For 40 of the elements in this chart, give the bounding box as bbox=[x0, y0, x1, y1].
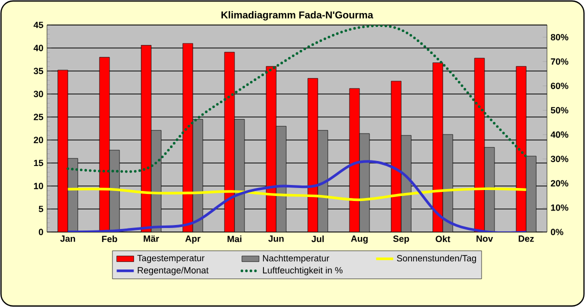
line-series bbox=[66, 160, 528, 232]
x-tick-label: Mai bbox=[228, 236, 242, 242]
x-tick-label: Okt bbox=[436, 236, 450, 242]
y2-tick-label: 70% bbox=[550, 58, 568, 65]
y-tick-label: 20 bbox=[34, 136, 44, 144]
y-tick-label: 45 bbox=[34, 22, 44, 28]
y2-tick-label: 40% bbox=[550, 131, 568, 138]
legend-label: Tagestemperatur bbox=[137, 254, 204, 264]
legend-label: Sonnenstunden/Tag bbox=[396, 254, 476, 264]
y2-tick-label: 60% bbox=[550, 82, 568, 90]
legend-label: Nachttemperatur bbox=[263, 254, 330, 264]
line-series bbox=[66, 187, 528, 202]
x-tick-label: Apr bbox=[185, 236, 200, 244]
y2-tick-label: 10% bbox=[551, 204, 568, 211]
y2-tick-label: 0% bbox=[550, 228, 564, 236]
y-tick-label: 5 bbox=[38, 206, 44, 212]
y-tick-label: 25 bbox=[34, 114, 44, 120]
x-tick-label: Aug bbox=[350, 236, 368, 244]
x-tick-label: Mär bbox=[144, 236, 160, 242]
x-tick-label: Feb bbox=[102, 236, 118, 242]
x-tick-label: Jan bbox=[60, 236, 76, 242]
y-tick-label: 40 bbox=[34, 44, 44, 52]
x-tick-label: Nov bbox=[476, 236, 493, 242]
legend-label: Regentage/Monat bbox=[138, 266, 209, 276]
y2-tick-label: 20% bbox=[550, 180, 568, 186]
x-tick-label: Jun bbox=[268, 236, 284, 242]
y-tick-label: 0 bbox=[38, 228, 44, 236]
y2-tick-label: 80% bbox=[550, 34, 568, 40]
y2-tick-label: 50% bbox=[550, 107, 568, 114]
legend-label: Luftfeuchtigkeit in % bbox=[263, 266, 343, 276]
y-tick-label: 10 bbox=[34, 182, 44, 190]
x-tick-label: Dez bbox=[518, 236, 534, 242]
y-tick-label: 15 bbox=[34, 160, 44, 166]
x-tick-label: Jul bbox=[311, 236, 324, 242]
x-tick-label: Sep bbox=[393, 236, 410, 244]
line-series bbox=[66, 25, 528, 173]
y-tick-label: 30 bbox=[34, 90, 44, 98]
chart-title: Klimadiagramm Fada-N'Gourma bbox=[221, 11, 374, 20]
y-tick-label: 35 bbox=[34, 68, 44, 74]
y2-tick-label: 30% bbox=[550, 156, 568, 162]
